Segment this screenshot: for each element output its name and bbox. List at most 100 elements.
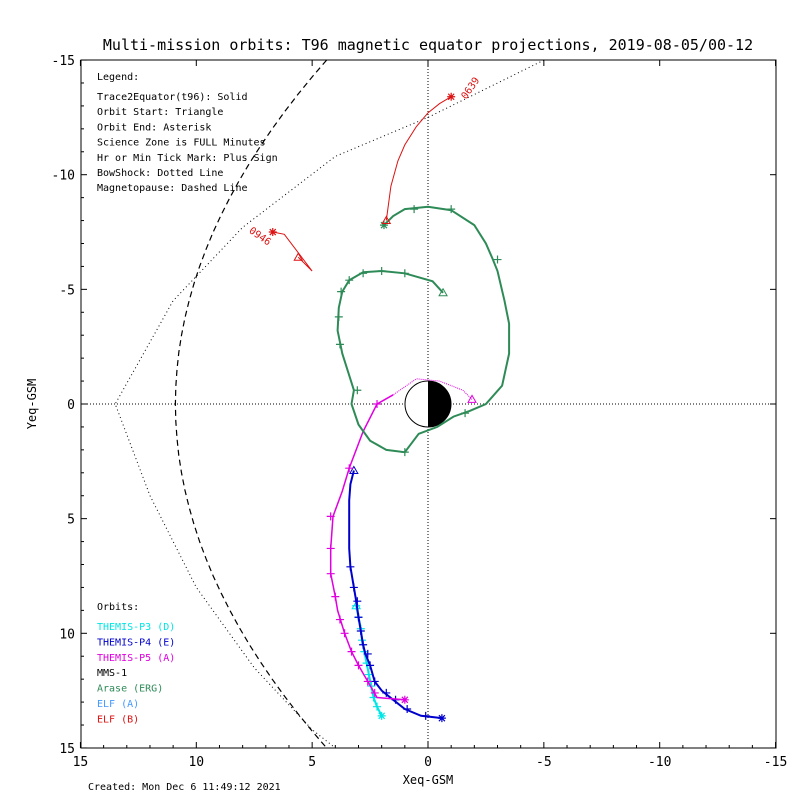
legend-line: BowShock: Dotted Line: [97, 168, 223, 179]
x-tick-label: 10: [188, 755, 204, 770]
orbit-tick-mark: [345, 276, 354, 285]
legend-line: Science Zone is FULL Minutes: [97, 138, 266, 149]
orbit-start-marker: [293, 252, 304, 261]
orbit-tick-mark: [493, 255, 502, 264]
footer-created: Created: Mon Dec 6 11:49:12 2021: [88, 782, 281, 793]
legend: Legend: Trace2Equator(t96): Solid Orbit St…: [97, 72, 278, 194]
orbit-track: [385, 96, 452, 221]
x-tick-label: 15: [73, 755, 89, 770]
orbit-track: [336, 205, 511, 454]
mission-label: MMS-1: [97, 668, 127, 679]
orbit-tick-mark: [364, 670, 373, 679]
orbit-tick-mark: [353, 597, 362, 606]
orbit-tick-mark: [337, 287, 346, 296]
orbit-tick-mark: [403, 704, 412, 713]
orbit-track: [272, 231, 313, 272]
legend-title: Legend:: [97, 72, 139, 83]
mission-label: THEMIS-P4 (E): [97, 637, 175, 648]
earth-icon: [404, 380, 452, 428]
orbit-tick-mark: [326, 512, 335, 521]
orbit-tick-mark: [345, 464, 354, 473]
x-tick-label: 5: [308, 755, 316, 770]
orbit-tick-mark: [410, 205, 419, 214]
legend-line: Trace2Equator(t96): Solid: [97, 92, 248, 103]
orbit-end-marker: [377, 711, 386, 720]
mission-label: THEMIS-P3 (D): [97, 622, 175, 633]
y-tick-label: 0: [67, 398, 75, 413]
orbit-tick-mark: [347, 647, 356, 656]
x-tick-label: 0: [424, 755, 432, 770]
y-tick-label: 15: [59, 742, 75, 757]
y-tick-label: 10: [59, 627, 75, 642]
y-axis-ticks: -15 -10 -5 0 5 10 15: [52, 54, 776, 757]
mission-label: ELF (A): [97, 699, 139, 710]
x-axis-label: Xeq-GSM: [403, 773, 454, 787]
y-tick-label: -10: [52, 169, 75, 184]
orbit-start-marker: [467, 394, 477, 403]
orbit-tick-mark: [373, 702, 382, 711]
orbit-tick-mark: [366, 661, 375, 670]
orbit-tick-mark: [363, 649, 372, 658]
orbit-start-marker: [438, 287, 448, 297]
orbit-end-marker: [437, 714, 446, 723]
orbit-tick-mark: [354, 661, 363, 670]
orbit-tick-mark: [356, 627, 365, 636]
y-tick-label: -5: [59, 283, 75, 298]
orbit-tick-mark: [377, 267, 386, 276]
orbit-tick-mark: [370, 677, 379, 686]
orbit-start-marker: [381, 215, 392, 225]
mission-legend: Orbits: THEMIS-P3 (D) THEMIS-P4 (E) THEMIS-…: [97, 602, 175, 725]
orbit-tick-mark: [373, 400, 382, 408]
orbit-tick-mark: [326, 544, 335, 553]
orbit-tick-mark: [370, 688, 379, 697]
orbit-tick-mark: [335, 340, 344, 349]
orbit-tick-mark: [340, 629, 349, 638]
orbit-tick-mark: [326, 569, 335, 578]
orbit-tick-mark: [461, 409, 470, 418]
x-axis-ticks: 15 10 5 0 -5 -10 -15: [73, 60, 787, 770]
legend-line: Magnetopause: Dashed Line: [97, 183, 248, 194]
orbit-start-marker: [348, 465, 359, 474]
orbit-tick-mark: [353, 386, 362, 395]
mission-label: Arase (ERG): [97, 684, 163, 695]
x-tick-label: -15: [764, 755, 787, 770]
orbit-tick-mark: [331, 592, 340, 601]
orbit-end-marker: [379, 221, 388, 230]
x-tick-label: -10: [648, 755, 671, 770]
orbit-tick-mark: [334, 312, 343, 321]
mission-label: ELF (B): [97, 714, 139, 725]
orbit-themis-p4-e-: [346, 465, 446, 723]
orbit-start-marker: [351, 600, 362, 610]
orbit-tick-mark: [346, 562, 355, 571]
y-axis-label: Yeq-GSM: [25, 379, 39, 430]
boundaries-layer: [114, 59, 545, 749]
orbit-tick-mark: [359, 640, 368, 649]
orbit-tick-mark: [349, 583, 358, 592]
orbits-label: Orbits:: [97, 602, 139, 613]
legend-line: Orbit End: Asterisk: [97, 122, 211, 133]
chart-title: Multi-mission orbits: T96 magnetic equat…: [103, 36, 753, 54]
orbit-science-zone: [329, 394, 405, 701]
bow-shock-line: [114, 59, 545, 749]
orbit-tick-mark: [382, 688, 391, 697]
orbit-tick-mark: [359, 269, 368, 278]
orbit-end-marker: [447, 92, 456, 101]
magnetopause-line: [174, 59, 328, 749]
orbit-tick-mark: [400, 269, 409, 278]
orbit-themis-p5-a-: [326, 378, 477, 704]
legend-line: Hr or Min Tick Mark: Plus Sign: [97, 153, 278, 164]
orbit-end-marker: [400, 695, 409, 704]
legend-line: Orbit Start: Triangle: [97, 107, 223, 118]
y-tick-label: -15: [52, 54, 75, 69]
orbit-tick-mark: [354, 613, 363, 622]
orbit-tick-mark: [400, 448, 409, 457]
mission-label: THEMIS-P5 (A): [97, 653, 175, 664]
orbit-tick-mark: [447, 205, 456, 214]
orbit-tick-mark: [421, 711, 430, 720]
orbit-tick-mark: [363, 677, 372, 686]
orbit-arase-erg-: [334, 205, 511, 457]
x-tick-label: -5: [536, 755, 552, 770]
orbit-end-marker: [268, 228, 277, 237]
